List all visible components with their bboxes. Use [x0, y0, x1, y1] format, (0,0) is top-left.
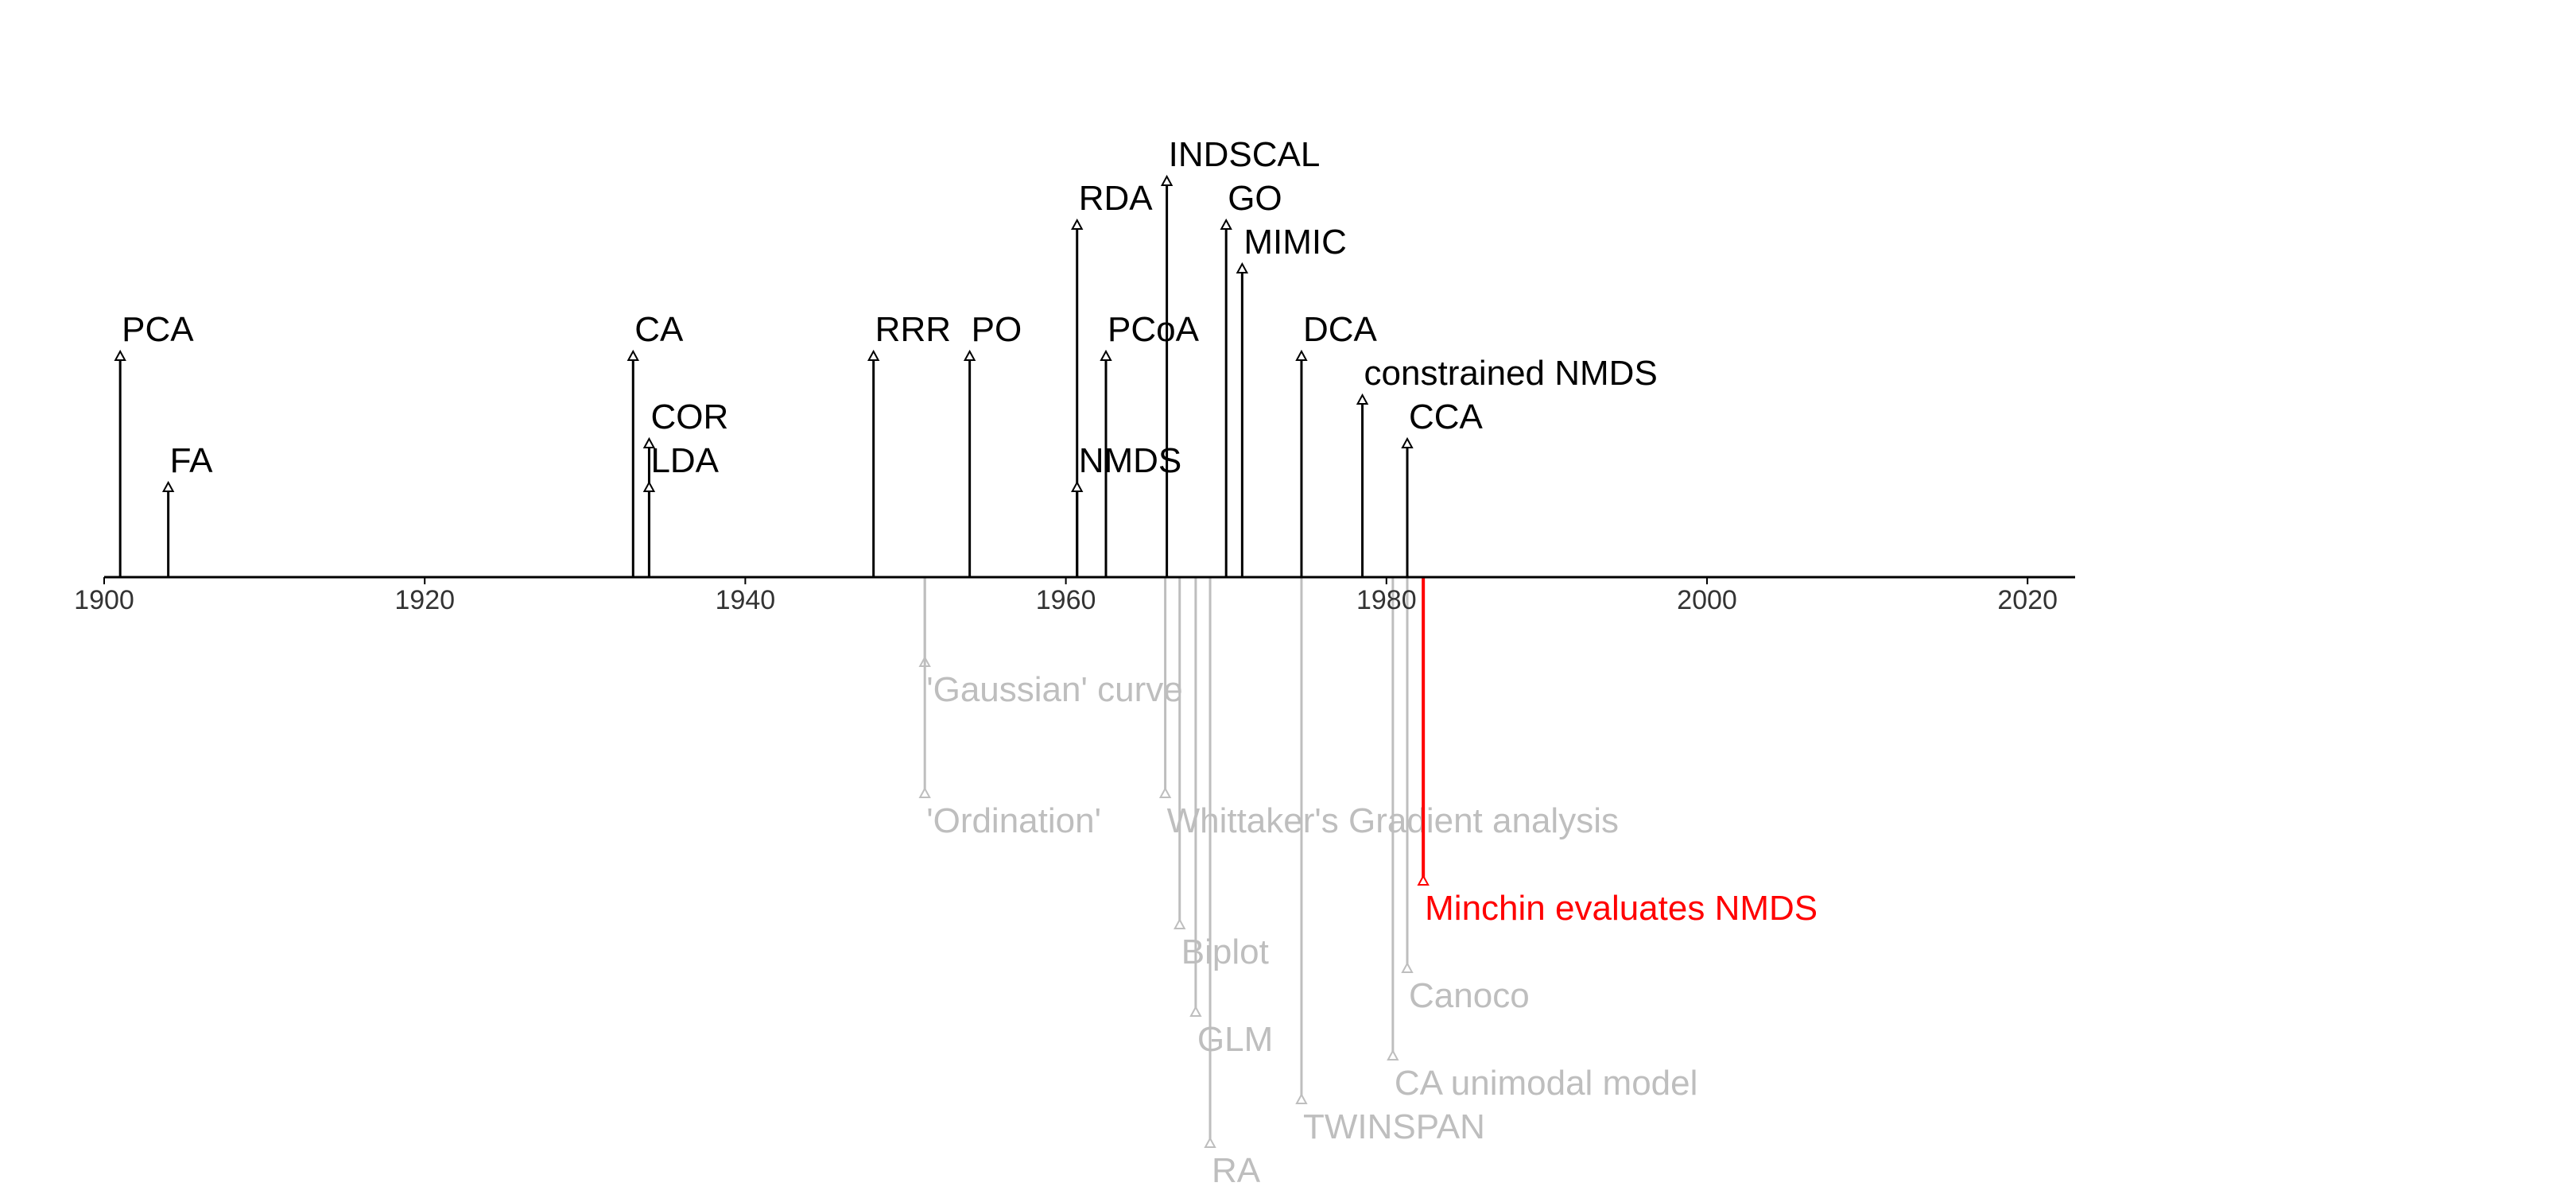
event-arrowhead-biplot-4	[1174, 917, 1186, 929]
event-arrowhead-go-11	[1220, 218, 1232, 230]
x-tick-label-2000: 2000	[1677, 585, 1737, 615]
event-arrowhead-whittaker-s-gradient-analysis-2	[1158, 786, 1172, 798]
event-arrowhead-ca-unimodal-model-7	[1387, 1049, 1399, 1060]
event-arrowhead-pcoa-9	[1100, 349, 1112, 361]
event-arrowhead-constrained-nmds-14	[1356, 393, 1369, 405]
event-label-biplot-4: Biplot	[1181, 933, 1269, 971]
event-arrowhead-minchin-evaluates-nmds-3	[1417, 874, 1430, 886]
event-arrowhead-canoco-5	[1401, 961, 1414, 973]
event-arrowhead-cor-3	[642, 436, 656, 448]
event-label-constrained-nmds-14: constrained NMDS	[1364, 354, 1658, 393]
event-arrowhead-pca-0	[114, 349, 126, 361]
x-tick-label-2020: 2020	[1997, 585, 2058, 615]
event-label-fa-1: FA	[170, 441, 213, 480]
event-label-dca-13: DCA	[1303, 310, 1378, 349]
event-label-minchin-evaluates-nmds-3: Minchin evaluates NMDS	[1425, 889, 1818, 928]
event-arrowhead-mimic-12	[1236, 262, 1249, 273]
event-label-ca-2: CA	[634, 310, 684, 349]
event-label-ra-9: RA	[1212, 1151, 1261, 1190]
event-label-ordination-1: 'Ordination'	[926, 801, 1101, 840]
event-label-ca-unimodal-model-7: CA unimodal model	[1395, 1064, 1698, 1103]
event-arrowhead-ra-9	[1204, 1136, 1216, 1148]
events-above-group: PCA FA CA COR LDA RRR PO RDA NMDS PCoA INDSCAL GO MI…	[114, 135, 1658, 577]
event-label-cca-15: CCA	[1409, 397, 1484, 436]
event-label-cor-3: COR	[650, 397, 728, 436]
event-arrowhead-lda-4	[642, 480, 656, 492]
event-label-rda-7: RDA	[1079, 179, 1154, 218]
event-arrowhead-dca-13	[1295, 349, 1308, 361]
x-tick-label-1980: 1980	[1356, 585, 1417, 615]
x-tick-label-1900: 1900	[74, 585, 134, 615]
event-arrowhead-ordination-1	[918, 786, 931, 798]
event-arrowhead-rrr-5	[867, 349, 880, 361]
event-label-indscal-10: INDSCAL	[1169, 135, 1321, 174]
event-label-go-11: GO	[1228, 179, 1282, 218]
event-label-mimic-12: MIMIC	[1243, 223, 1347, 262]
event-label-pca-0: PCA	[122, 310, 194, 349]
event-label-nmds-8: NMDS	[1079, 441, 1182, 480]
x-tick-label-1940: 1940	[716, 585, 776, 615]
x-tick-label-1960: 1960	[1036, 585, 1096, 615]
event-arrowhead-glm-6	[1189, 1005, 1202, 1017]
event-arrowhead-nmds-8	[1071, 480, 1084, 492]
x-axis-ticks: 1900 1920 1940 1960 1980 2000 2020	[74, 577, 2058, 615]
event-label-lda-4: LDA	[650, 441, 719, 480]
event-label-pcoa-9: PCoA	[1108, 310, 1200, 349]
x-tick-label-1920: 1920	[394, 585, 455, 615]
event-label-gaussian-curve-0: 'Gaussian' curve	[926, 670, 1183, 709]
event-arrowhead-indscal-10	[1160, 174, 1174, 186]
event-arrowhead-twinspan-8	[1295, 1092, 1308, 1104]
event-label-canoco-5: Canoco	[1409, 976, 1530, 1015]
events-below-group: 'Gaussian' curve'Ordination' Whittaker's …	[918, 577, 1818, 1190]
event-label-twinspan-8: TWINSPAN	[1303, 1107, 1485, 1146]
event-arrowhead-po-6	[963, 349, 976, 361]
event-arrowhead-ca-2	[627, 349, 639, 361]
event-label-glm-6: GLM	[1197, 1020, 1273, 1059]
event-arrowhead-fa-1	[161, 480, 175, 492]
event-label-rrr-5: RRR	[875, 310, 951, 349]
event-arrowhead-rda-7	[1071, 218, 1084, 230]
event-arrowhead-cca-15	[1401, 436, 1414, 448]
event-label-po-6: PO	[972, 310, 1022, 349]
